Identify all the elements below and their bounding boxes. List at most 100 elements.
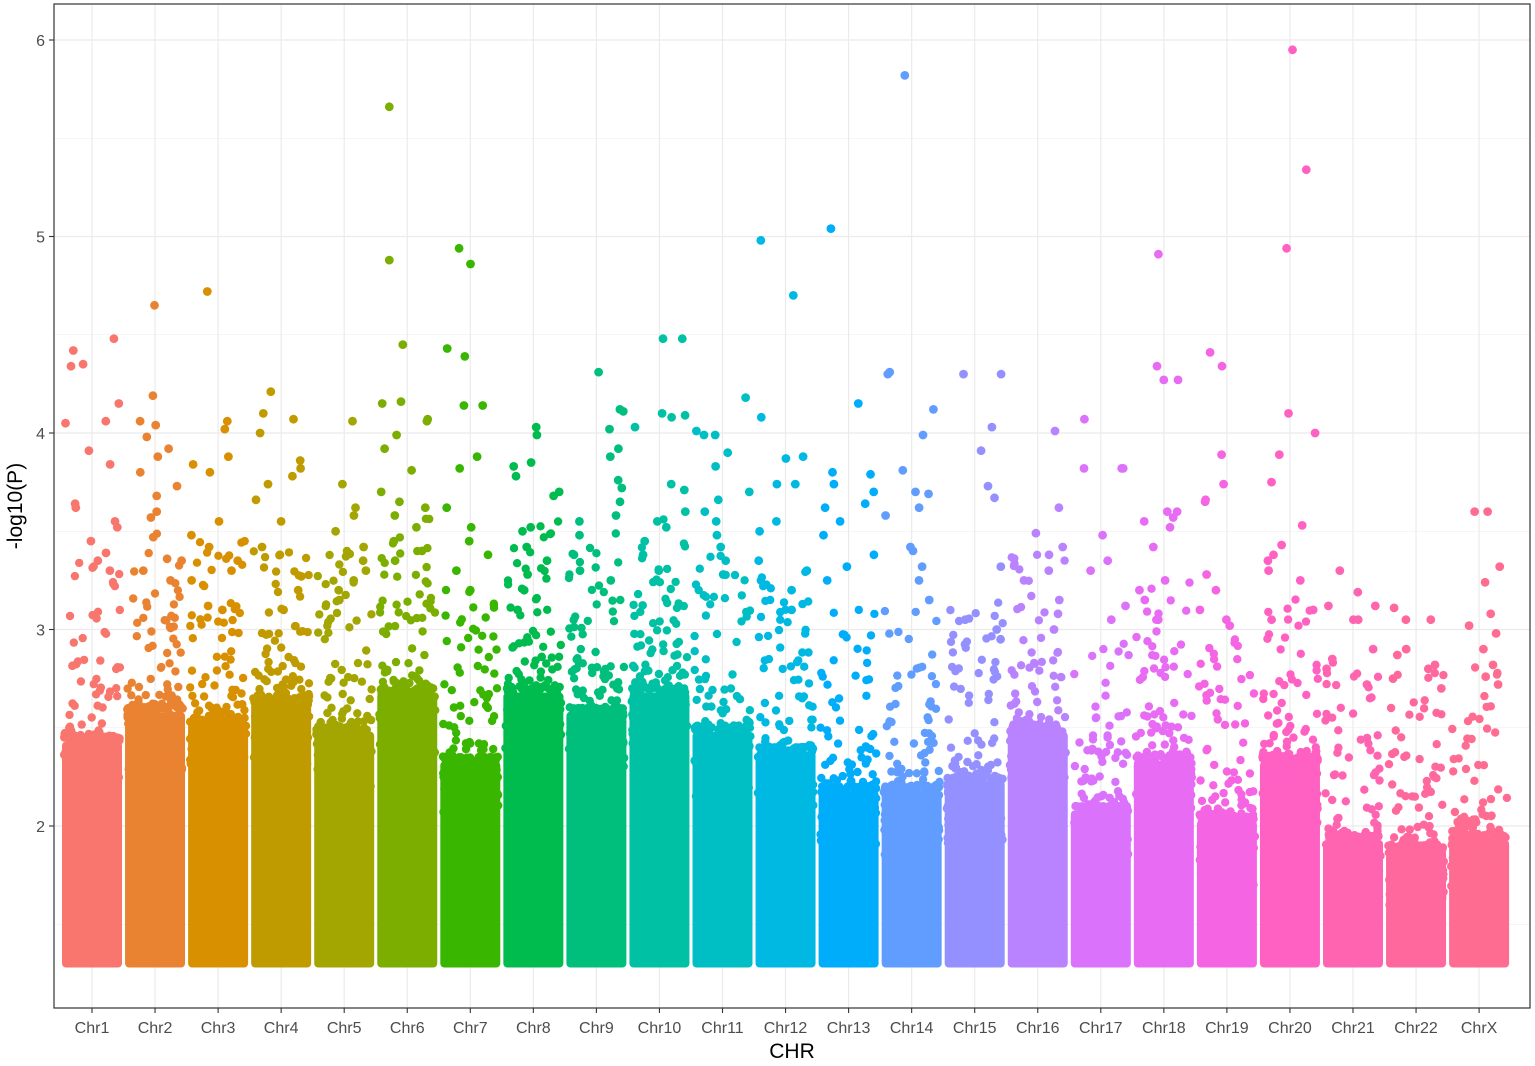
data-point xyxy=(1343,828,1352,837)
data-point xyxy=(212,666,222,675)
data-point xyxy=(1282,727,1291,737)
data-point xyxy=(921,758,930,767)
data-point xyxy=(899,823,909,833)
data-point xyxy=(303,733,313,742)
data-point-peak xyxy=(1288,45,1297,55)
data-point xyxy=(249,753,259,762)
data-point-peak xyxy=(466,522,476,532)
data-point xyxy=(699,790,708,800)
data-point xyxy=(609,617,619,626)
data-point xyxy=(863,819,872,828)
data-point xyxy=(1177,806,1187,815)
data-point xyxy=(1007,666,1016,675)
data-point xyxy=(1360,785,1369,794)
data-point xyxy=(1367,805,1376,814)
data-point xyxy=(1361,827,1370,837)
data-point xyxy=(1099,790,1108,800)
data-point-peak xyxy=(460,352,470,361)
data-point xyxy=(1143,637,1152,646)
data-point xyxy=(1430,668,1440,678)
data-point xyxy=(256,738,265,747)
data-point-peak xyxy=(1225,621,1235,630)
data-point xyxy=(1105,740,1115,750)
data-point xyxy=(156,663,166,672)
data-point xyxy=(255,684,264,694)
data-point-peak xyxy=(712,530,722,540)
data-point xyxy=(674,682,683,691)
data-point xyxy=(1424,812,1434,821)
data-point-peak xyxy=(723,448,733,458)
data-point-peak xyxy=(390,556,400,566)
data-point xyxy=(972,760,981,769)
data-point xyxy=(784,736,793,745)
data-point xyxy=(439,772,448,782)
data-point xyxy=(489,599,499,608)
data-point-peak xyxy=(522,542,532,552)
data-point xyxy=(1150,762,1160,771)
data-point-peak xyxy=(787,585,796,595)
data-point-peak xyxy=(227,566,236,575)
data-point-peak xyxy=(699,430,709,440)
data-point xyxy=(789,676,799,685)
data-point xyxy=(783,755,793,764)
data-point xyxy=(1088,731,1098,740)
data-point xyxy=(67,767,76,776)
data-point xyxy=(1220,720,1230,730)
data-point xyxy=(92,674,101,684)
data-point-peak xyxy=(395,497,404,507)
data-point xyxy=(707,702,716,711)
data-point xyxy=(1152,770,1161,779)
data-point xyxy=(90,794,100,804)
data-point xyxy=(947,840,956,849)
data-point xyxy=(733,743,742,752)
data-point xyxy=(1234,876,1243,885)
data-point xyxy=(742,607,751,617)
data-point xyxy=(1012,714,1022,723)
data-point-peak xyxy=(860,499,870,509)
data-point xyxy=(222,702,231,712)
data-point xyxy=(1093,864,1102,873)
data-point xyxy=(1340,863,1349,873)
data-point xyxy=(1312,709,1322,718)
data-point xyxy=(553,517,563,526)
data-point xyxy=(341,590,350,600)
data-point xyxy=(1154,786,1164,795)
data-point xyxy=(210,681,219,690)
data-point xyxy=(348,764,357,774)
data-point xyxy=(861,781,870,791)
data-point xyxy=(176,648,185,657)
data-point xyxy=(402,696,411,705)
data-point xyxy=(786,788,796,797)
data-point-peak xyxy=(987,422,997,432)
data-point xyxy=(932,616,941,626)
data-point xyxy=(632,712,641,721)
data-point xyxy=(522,704,532,713)
data-point xyxy=(978,830,987,840)
data-point-peak xyxy=(1135,585,1144,595)
data-point-peak xyxy=(526,522,536,532)
data-point xyxy=(1151,807,1160,817)
data-point xyxy=(1219,866,1229,876)
data-point xyxy=(1010,554,1019,563)
data-point xyxy=(68,661,77,670)
data-point xyxy=(535,693,544,702)
data-point-peak xyxy=(1401,644,1411,654)
data-point xyxy=(1312,769,1322,778)
data-point xyxy=(1263,769,1273,778)
data-point xyxy=(478,752,487,761)
data-point-peak xyxy=(1148,542,1158,552)
data-point xyxy=(235,750,244,759)
data-point xyxy=(849,830,858,839)
data-point xyxy=(111,756,120,765)
data-point-peak xyxy=(756,412,766,422)
data-point-peak xyxy=(640,536,650,546)
data-point xyxy=(508,707,518,716)
data-point-peak xyxy=(417,546,427,556)
data-point-peak xyxy=(917,562,927,571)
data-point xyxy=(1022,737,1031,746)
data-point xyxy=(1172,769,1181,778)
data-point xyxy=(1159,655,1169,664)
data-point xyxy=(663,598,672,608)
data-point xyxy=(943,801,953,811)
data-point xyxy=(341,776,350,786)
